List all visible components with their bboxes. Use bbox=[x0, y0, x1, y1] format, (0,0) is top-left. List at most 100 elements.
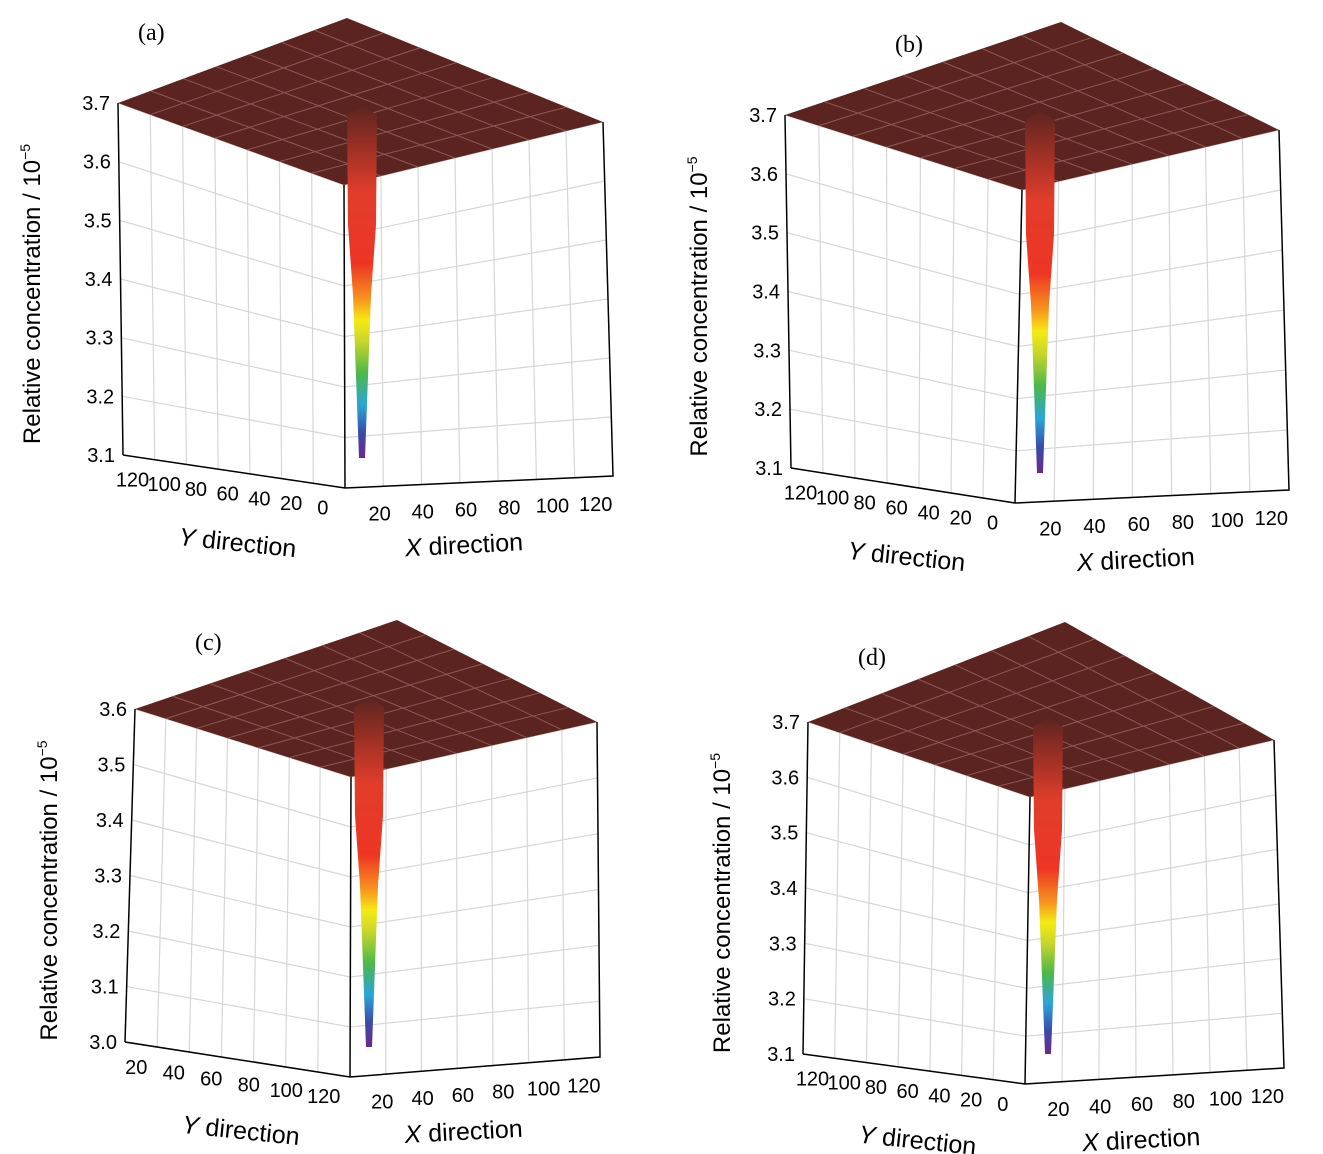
panel-label: (a) bbox=[138, 20, 165, 46]
x-tick-label: 120 bbox=[579, 494, 612, 516]
y-axis-title: Y direction bbox=[181, 1111, 301, 1151]
z-axis-title: Relative concentration / 10−5 bbox=[17, 144, 46, 444]
x-tick-label: 80 bbox=[492, 1082, 514, 1104]
z-tick-label: 3.5 bbox=[98, 755, 126, 777]
surface-mesh bbox=[247, 670, 457, 754]
y-tick-label: 40 bbox=[248, 488, 270, 510]
surface-mesh bbox=[818, 36, 1093, 127]
y-tick-label: 40 bbox=[928, 1085, 950, 1107]
surface-mesh bbox=[981, 48, 1206, 148]
x-tick-label: 80 bbox=[1173, 1091, 1195, 1113]
surface-mesh bbox=[284, 657, 492, 747]
wall-gridline-y bbox=[992, 786, 999, 1080]
x-tick-label: 20 bbox=[1039, 518, 1061, 540]
corner-axis-line bbox=[1024, 796, 1031, 1085]
y-tick-label: 0 bbox=[317, 498, 328, 520]
z-tick-label: 3.1 bbox=[755, 458, 783, 480]
wall-gridline-y bbox=[285, 757, 290, 1068]
x-axis-title: X direction bbox=[403, 528, 523, 562]
wall-gridline-y bbox=[156, 718, 167, 1048]
z-tick-label: 3.2 bbox=[93, 921, 121, 943]
z-axis-title: Relative concentration / 10−5 bbox=[684, 156, 713, 456]
z-tick-label: 3.7 bbox=[772, 712, 800, 734]
surface-plateau bbox=[118, 18, 603, 185]
y-tick-label: 80 bbox=[865, 1077, 887, 1099]
surface-mesh bbox=[871, 655, 1125, 744]
wall-gridline-x bbox=[1203, 756, 1211, 1073]
x-tick-label: 120 bbox=[1255, 508, 1288, 530]
x-tick-label: 40 bbox=[1089, 1096, 1111, 1118]
x-axis-title: X direction bbox=[403, 1115, 523, 1149]
left-wall bbox=[125, 709, 351, 1077]
wall-gridline-x bbox=[1053, 181, 1060, 502]
surface-mesh bbox=[954, 664, 1170, 765]
concentration-funnel bbox=[347, 105, 377, 458]
x-tick-label: 100 bbox=[536, 496, 569, 518]
wall-gridline-y bbox=[929, 764, 936, 1072]
z-axis-line bbox=[802, 721, 809, 1055]
surface-mesh bbox=[214, 62, 457, 139]
wall-gridline-y bbox=[818, 125, 824, 474]
y-tick-label: 20 bbox=[960, 1090, 982, 1112]
y-tick-label: 80 bbox=[185, 479, 207, 501]
y-axis-title: Y direction bbox=[177, 523, 297, 563]
surface-mesh bbox=[196, 648, 455, 729]
z-axis-title: Relative concentration / 10−5 bbox=[707, 753, 736, 1053]
surface-mesh bbox=[165, 634, 426, 720]
wall-gridline-x bbox=[1092, 172, 1097, 500]
x-tick-label: 60 bbox=[1131, 1094, 1153, 1116]
panel-c: 3.0 3.1 3.2 3.3 3.4 3.5 3.6 20 40 60 80 100 120 20 40 6… bbox=[0, 577, 661, 1154]
wall-gridline-y bbox=[918, 157, 922, 489]
corner-axis-line bbox=[343, 184, 346, 489]
wall-gridline-y bbox=[311, 173, 314, 484]
z-tick-label: 3.1 bbox=[91, 977, 119, 999]
surface-mesh bbox=[321, 644, 527, 739]
wall-gridline-y bbox=[317, 767, 321, 1073]
panel-label: (d) bbox=[858, 645, 886, 671]
x-tick-label: 40 bbox=[412, 502, 434, 524]
y-tick-label: 60 bbox=[217, 484, 239, 506]
panel-d: 3.1 3.2 3.3 3.4 3.5 3.6 3.7 120 100 80 60 40 20 0 20 40… bbox=[662, 577, 1323, 1154]
surface-mesh bbox=[172, 695, 387, 770]
y-tick-label: 100 bbox=[148, 474, 181, 496]
z-tick-label: 3.1 bbox=[767, 1044, 795, 1066]
x-axis-title: X direction bbox=[1081, 1123, 1201, 1154]
wall-gridline-y bbox=[188, 728, 198, 1053]
right-wall bbox=[344, 122, 613, 488]
y-tick-label: 120 bbox=[307, 1086, 340, 1108]
wall-gridline-x bbox=[1241, 138, 1251, 492]
wall-gridline-x bbox=[1238, 748, 1248, 1071]
z-tick-label: 3.2 bbox=[86, 386, 114, 408]
z-tick-label: 3.7 bbox=[82, 93, 110, 115]
wall-gridline-x bbox=[490, 745, 494, 1066]
wall-gridline-x bbox=[528, 139, 538, 480]
y-tick-label: 20 bbox=[125, 1057, 147, 1079]
x-tick-label: 120 bbox=[567, 1075, 600, 1097]
surface-mesh bbox=[954, 98, 1217, 170]
x-tick-label: 80 bbox=[1172, 512, 1194, 534]
z-tick-label: 3.5 bbox=[771, 823, 799, 845]
x-tick-label: 80 bbox=[498, 498, 520, 520]
corner-axis-line bbox=[1014, 189, 1023, 504]
surface-mesh bbox=[844, 707, 1066, 790]
floor-axis-lines bbox=[122, 121, 614, 489]
surface-mesh bbox=[863, 87, 1096, 174]
wall-gridline-y bbox=[220, 738, 229, 1058]
surface-mesh bbox=[150, 32, 384, 116]
wall-gridline-y bbox=[960, 775, 968, 1076]
x-axis-title: X direction bbox=[1075, 543, 1195, 577]
panel-b: 3.1 3.2 3.3 3.4 3.5 3.6 3.7 120 100 80 60 40 20 0 20 40… bbox=[662, 0, 1323, 577]
x-tick-label: 60 bbox=[1128, 514, 1150, 536]
wall-gridline-x bbox=[565, 130, 576, 478]
surface-mesh bbox=[881, 692, 1100, 782]
surface-mesh bbox=[227, 663, 483, 739]
x-tick-label: 40 bbox=[411, 1088, 433, 1110]
wall-gridline-x bbox=[417, 166, 423, 485]
surface-mesh bbox=[182, 47, 421, 127]
floor-axis-lines bbox=[790, 129, 1290, 504]
surface-mesh bbox=[917, 678, 1135, 774]
